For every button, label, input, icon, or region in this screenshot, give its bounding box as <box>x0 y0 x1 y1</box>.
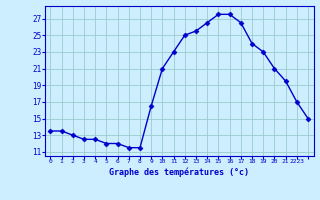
X-axis label: Graphe des températures (°c): Graphe des températures (°c) <box>109 167 249 177</box>
